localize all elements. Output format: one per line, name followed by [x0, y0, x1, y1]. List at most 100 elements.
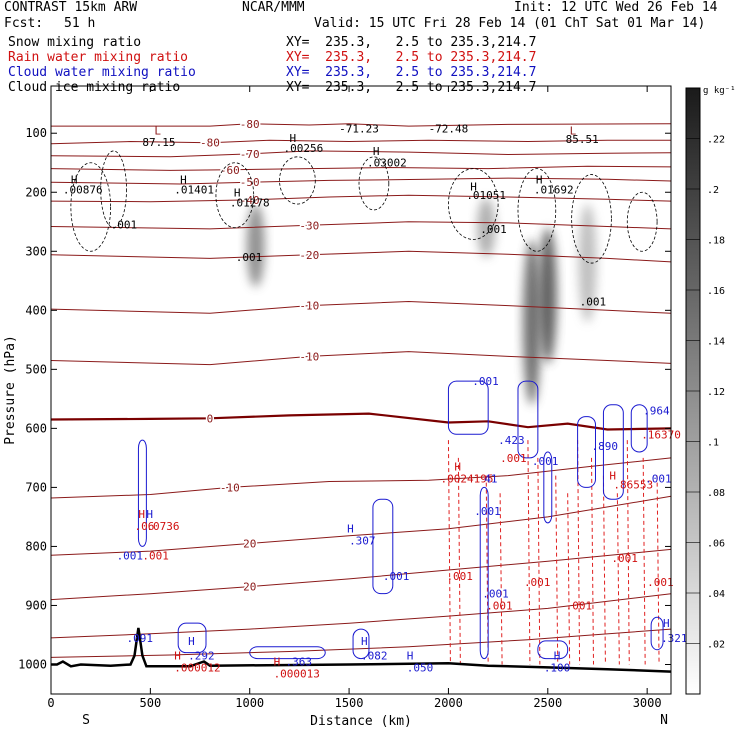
field-annotation: .890	[592, 440, 619, 453]
field-annotation: .307	[349, 535, 376, 548]
x-tick-label: 1000	[235, 696, 264, 710]
legend-snow-xy: XY= 235.3, 2.5 to 235.3,214.7	[286, 35, 537, 50]
field-annotation: .01278	[230, 196, 270, 209]
isotherm-label: -70	[240, 148, 260, 161]
cloud-water-contour	[352, 628, 370, 660]
ice-contour	[70, 162, 112, 252]
y-tick-label: 200	[25, 185, 47, 199]
rain-contour	[602, 475, 606, 665]
rain-contour	[656, 475, 660, 665]
isotherm-line	[50, 628, 672, 658]
isotherm-line	[50, 457, 672, 499]
field-annotation: H	[174, 650, 181, 663]
field-annotation: H	[536, 173, 543, 186]
isotherm-line	[50, 351, 672, 366]
colorbar-tick-label: .08	[707, 488, 725, 499]
x-tick-label: 1500	[335, 696, 364, 710]
field-annotation: .86553	[613, 478, 653, 491]
y-tick-label: 600	[25, 421, 47, 435]
field-annotation: .363	[285, 656, 312, 669]
isotherm-label: -10	[220, 481, 240, 494]
snow-shade	[538, 227, 557, 364]
isotherm-label: -80	[240, 118, 260, 131]
field-annotation: H	[71, 173, 78, 186]
snow-shade	[477, 198, 496, 258]
field-annotation: .001	[480, 223, 507, 236]
field-annotation: .16370	[641, 428, 681, 441]
cloud-water-contour	[602, 404, 624, 500]
field-annotation: .001	[383, 570, 410, 583]
rain-contour	[567, 493, 571, 665]
field-annotation: H	[234, 186, 241, 199]
cloud-water-contour	[249, 646, 326, 660]
field-annotation: .001	[647, 576, 674, 589]
field-annotation: .001	[566, 599, 593, 612]
field-annotation: .001	[117, 549, 144, 562]
field-annotation: -71.23	[339, 123, 379, 136]
legend-cloud-water-label: Cloud water mixing ratio	[8, 65, 196, 80]
field-annotation: H	[347, 523, 354, 536]
colorbar-tick-label: .1	[707, 438, 719, 449]
x-tick-label: 3000	[633, 696, 662, 710]
isotherm-line	[50, 177, 672, 185]
cloud-water-contour	[517, 380, 539, 459]
field-annotation: H	[274, 656, 281, 669]
field-annotation: .00256	[284, 142, 324, 155]
ice-contour	[100, 150, 127, 229]
isotherm-label: 20	[243, 537, 256, 550]
isotherm-line	[50, 593, 672, 639]
field-annotation: .321	[661, 632, 688, 645]
ice-contour	[626, 191, 658, 252]
field-annotation: .001	[645, 473, 672, 486]
rain-contour	[626, 440, 630, 665]
x-tick-label: 2000	[434, 696, 463, 710]
field-annotation: H	[373, 145, 380, 158]
field-annotation: .100	[544, 661, 571, 674]
legend-rain-xy: XY= 235.3, 2.5 to 235.3,214.7	[286, 50, 537, 65]
field-annotation: .01051	[466, 189, 506, 202]
field-annotation: .001	[524, 576, 551, 589]
field-annotation: .001	[474, 505, 501, 518]
ice-contour	[215, 162, 255, 229]
snow-shade	[246, 204, 265, 287]
x-end-label-south: S	[82, 713, 90, 728]
field-annotation: H	[663, 617, 670, 630]
colorbar-tick-label: .02	[707, 640, 725, 651]
field-annotation: .082	[361, 650, 388, 663]
legend-snow-label: Snow mixing ratio	[8, 35, 142, 50]
x-tick-label: 0	[47, 696, 54, 710]
field-annotation: .001	[500, 452, 526, 465]
field-annotation: .01401	[174, 183, 214, 196]
cloud-water-contour	[177, 622, 207, 654]
field-annotation: .03002	[367, 157, 407, 170]
isotherm-label: 0	[207, 412, 214, 425]
model-title: CONTRAST 15km ARW	[4, 0, 138, 15]
field-annotation: H	[289, 132, 296, 145]
field-annotation: H	[470, 180, 477, 193]
field-annotation: .964	[643, 405, 670, 418]
ice-contour	[571, 174, 612, 264]
field-annotation: .01692	[534, 183, 574, 196]
isotherm-line	[50, 221, 672, 230]
field-annotation: -72.48	[429, 123, 469, 136]
colorbar-tick-label: .22	[707, 135, 725, 146]
isotherm-label: -40	[240, 194, 260, 207]
y-tick-label: 1000	[18, 657, 47, 671]
x-axis-label: Distance (km)	[310, 714, 412, 729]
forecast-label: Fcst:	[4, 16, 44, 31]
field-annotation: .001	[472, 375, 499, 388]
rain-contour	[457, 457, 461, 665]
legend-cloud-ice-label: Cloud ice mixing ratio	[8, 80, 181, 95]
x-end-label-north: N	[660, 713, 668, 728]
isotherm-label: 20	[243, 581, 256, 594]
cloud-water-contour	[543, 451, 553, 524]
field-annotation: 41	[484, 473, 497, 486]
field-annotation: 87.15	[142, 136, 175, 149]
cloud-water-contour	[650, 616, 664, 651]
colorbar-tick-label: .16	[707, 286, 725, 297]
colorbar-tick-label: .18	[707, 236, 725, 247]
y-tick-label: 300	[25, 244, 47, 258]
field-annotation: .001	[611, 552, 638, 565]
isotherm-line	[50, 139, 671, 145]
